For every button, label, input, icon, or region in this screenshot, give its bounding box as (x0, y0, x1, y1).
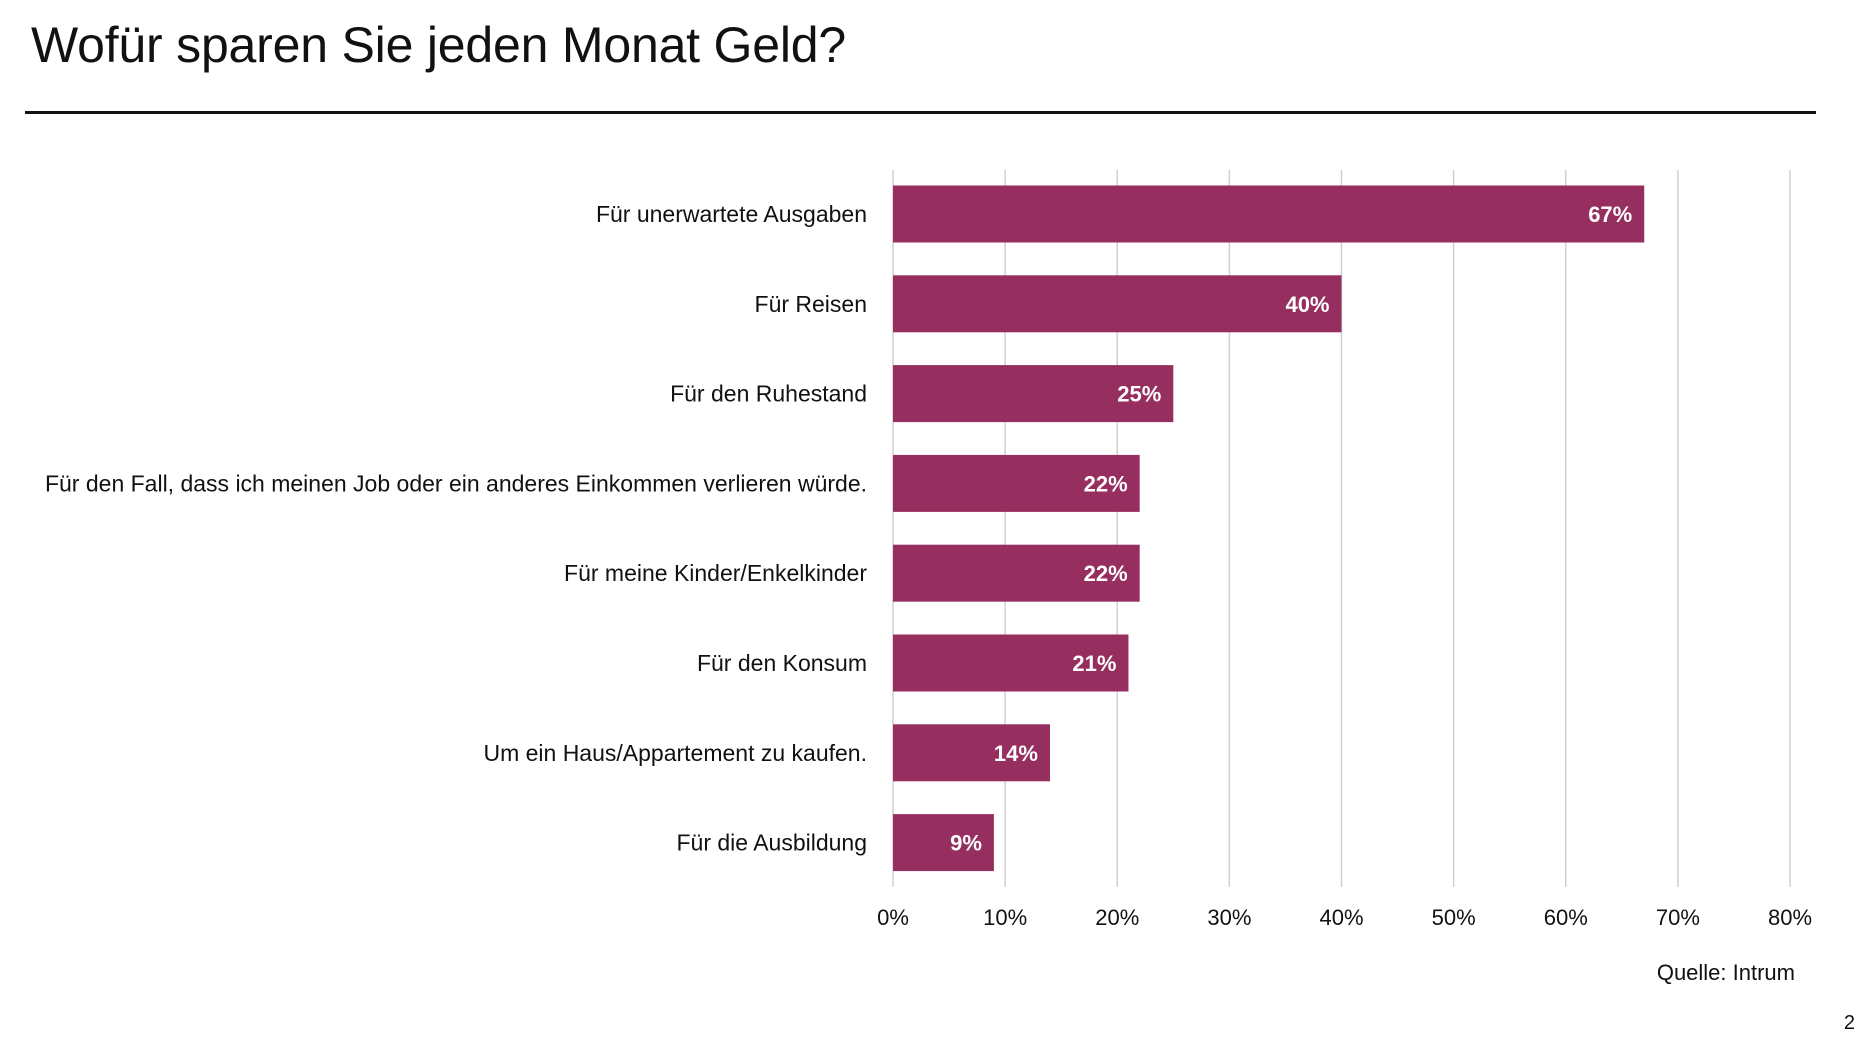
category-label: Um ein Haus/Appartement zu kaufen. (483, 740, 867, 766)
bar (893, 454, 1140, 512)
category-label: Für den Konsum (697, 650, 867, 676)
bar (893, 544, 1140, 602)
category-label: Für meine Kinder/Enkelkinder (564, 560, 867, 586)
x-tick-label: 40% (1319, 905, 1363, 930)
bar (893, 275, 1342, 333)
category-label: Für den Ruhestand (670, 381, 867, 407)
bar-value-label: 67% (1588, 202, 1632, 227)
bar-value-label: 21% (1072, 651, 1116, 676)
bar (893, 724, 1050, 782)
bar-value-label: 22% (1084, 561, 1128, 586)
x-tick-label: 50% (1432, 905, 1476, 930)
category-label: Für unerwartete Ausgaben (596, 201, 867, 227)
x-tick-label: 0% (877, 905, 909, 930)
title-divider (25, 111, 1816, 114)
bar (893, 814, 994, 872)
bar-value-label: 14% (994, 741, 1038, 766)
bars: 67% 40% 25% 22% 22% 21% 14% 9% (893, 185, 1645, 872)
bar-value-label: 40% (1285, 292, 1329, 317)
x-tick-label: 80% (1768, 905, 1812, 930)
category-labels: Für unerwartete Ausgaben Für Reisen Für de… (45, 201, 867, 856)
bar (893, 185, 1645, 243)
x-tick-label: 30% (1207, 905, 1251, 930)
bar-value-label: 9% (950, 831, 982, 856)
x-axis-ticks: 0% 10% 20% 30% 40% 50% 60% 70% 80% (877, 905, 1812, 930)
category-label: Für Reisen (755, 291, 867, 317)
page-number: 2 (1843, 1012, 1855, 1034)
bar-chart: 67% 40% 25% 22% 22% 21% 14% 9% Für unerwartete … (45, 170, 1812, 930)
bar (893, 634, 1129, 692)
x-tick-label: 60% (1544, 905, 1588, 930)
x-tick-label: 70% (1656, 905, 1700, 930)
category-label: Für die Ausbildung (676, 830, 867, 856)
source-note: Quelle: Intrum (1656, 960, 1795, 985)
bar-value-label: 22% (1084, 471, 1128, 496)
chart-title: Wofür sparen Sie jeden Monat Geld? (31, 17, 846, 73)
x-tick-label: 20% (1095, 905, 1139, 930)
category-label: Für den Fall, dass ich meinen Job oder e… (45, 470, 867, 496)
x-tick-label: 10% (983, 905, 1027, 930)
bar-value-label: 25% (1117, 382, 1161, 407)
bar (893, 365, 1174, 423)
